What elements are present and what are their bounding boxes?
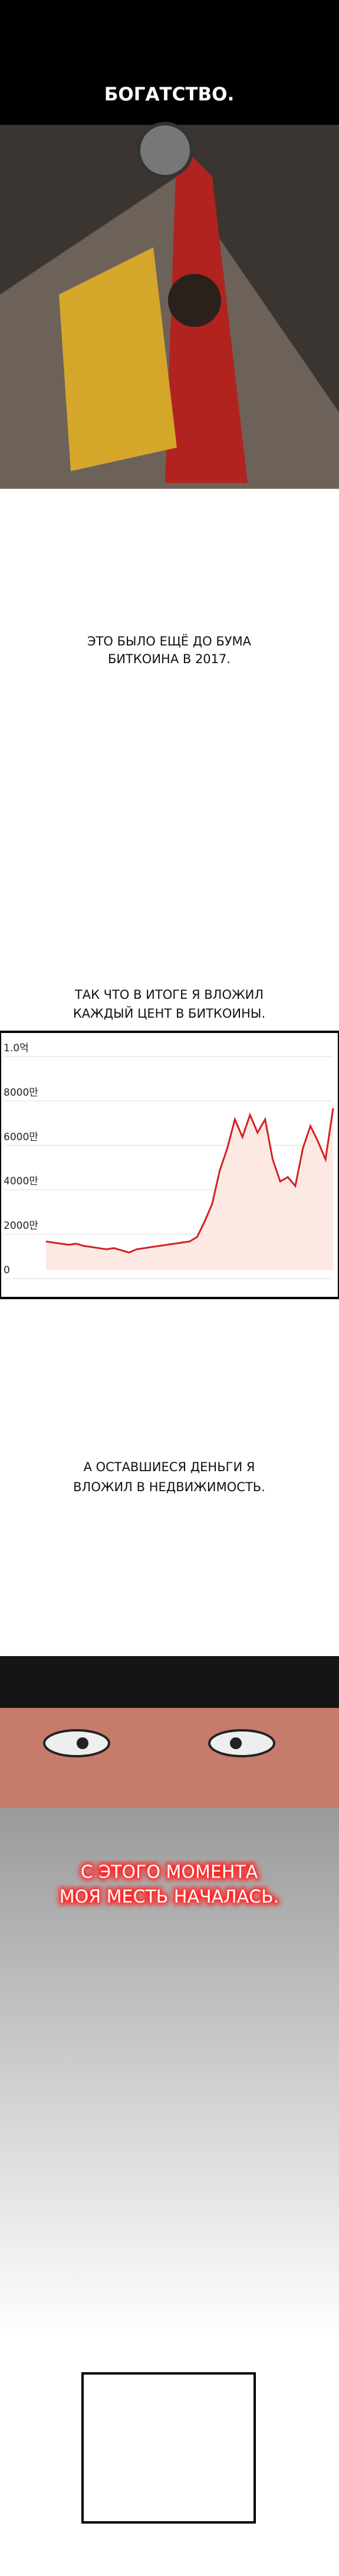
price-area xyxy=(46,1108,333,1270)
caption-line: ЭТО БЫЛО ЕЩЁ ДО БУМА xyxy=(87,634,252,648)
caption-glow: МОЯ МЕСТЬ НАЧАЛАСЬ. xyxy=(60,1887,279,1908)
y-tick-label: 6000만 xyxy=(4,1131,38,1143)
title: БОГАТСТВО. xyxy=(104,84,235,105)
caption-box xyxy=(81,2372,256,2524)
y-tick-label: 0 xyxy=(4,1264,10,1276)
y-tick-label: 4000만 xyxy=(4,1176,38,1187)
y-tick-label: 2000만 xyxy=(4,1220,38,1232)
face-art xyxy=(0,1656,339,1808)
caption-line: КАЖДЫЙ ЦЕНТ В БИТКОИНЫ. xyxy=(73,1006,265,1021)
y-tick-label: 1.0억 xyxy=(4,1042,29,1054)
illustration-panel xyxy=(0,122,339,489)
caption-glow: С ЭТОГО МОМЕНТА xyxy=(81,1862,258,1883)
caption-line: БИТКОИНА В 2017. xyxy=(108,652,231,666)
caption-line: А ОСТАВШИЕСЯ ДЕНЬГИ Я xyxy=(84,1460,255,1474)
streak-panel xyxy=(0,1808,339,2338)
caption-line: ВЛОЖИЛ В НЕДВИЖИМОСТЬ. xyxy=(73,1480,265,1494)
caption-line: С ЭТОГО МОМЕНТА xyxy=(81,1862,258,1883)
chart: 0 2000만 4000만 6000만 8000만 1.0억 xyxy=(4,1042,334,1279)
caption-line: ТАК ЧТО В ИТОГЕ Я ВЛОЖИЛ xyxy=(74,988,264,1002)
price-line xyxy=(45,1108,334,1254)
caption-line: МОЯ МЕСТЬ НАЧАЛАСЬ. xyxy=(60,1887,279,1908)
y-tick-label: 8000만 xyxy=(4,1087,38,1098)
